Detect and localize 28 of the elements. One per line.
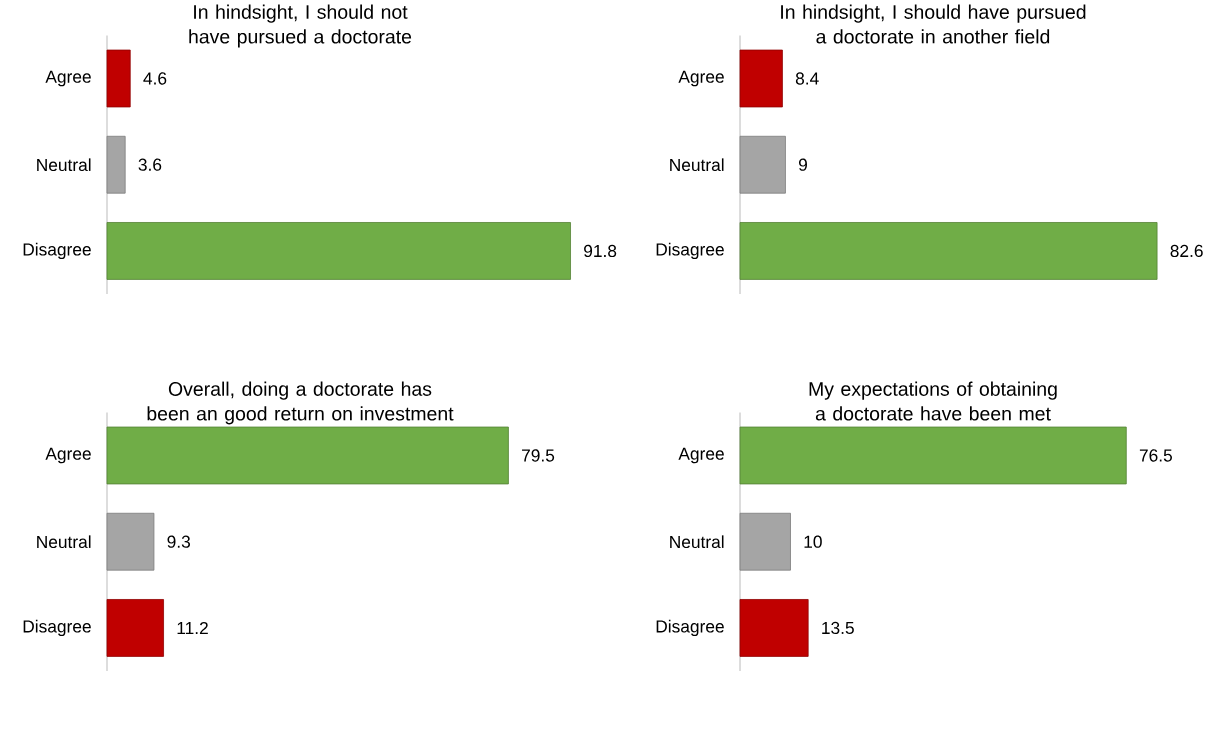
y-tick-label: Agree bbox=[45, 70, 91, 87]
data-label: 13.5 bbox=[822, 621, 854, 635]
y-tick-label: Neutral bbox=[37, 158, 91, 172]
y-tick-label: Agree bbox=[678, 70, 724, 87]
data-label: 10 bbox=[804, 535, 822, 548]
data-label: 8.4 bbox=[795, 72, 819, 85]
y-tick-label: Disagree bbox=[656, 242, 724, 260]
data-label: 76.5 bbox=[1139, 449, 1172, 462]
data-label: 79.5 bbox=[522, 449, 555, 462]
data-label: 82.6 bbox=[1170, 244, 1203, 258]
y-tick-label: Agree bbox=[678, 447, 724, 464]
y-tick-label: Disagree bbox=[23, 242, 91, 260]
chart-title: Overall, doing a doctorate has been an good return on investment bbox=[147, 381, 454, 425]
chart-title: My expectations of obtaining a doctorate have been met bbox=[809, 381, 1057, 421]
y-tick-label: Agree bbox=[45, 447, 91, 464]
y-tick-label: Neutral bbox=[37, 535, 91, 549]
y-tick-label: Disagree bbox=[656, 619, 724, 637]
y-tick-label: Neutral bbox=[670, 535, 724, 549]
data-label: 3.6 bbox=[138, 158, 162, 171]
y-tick-label: Neutral bbox=[670, 158, 724, 172]
data-label: 9.3 bbox=[167, 535, 191, 548]
data-label: 91.8 bbox=[584, 244, 617, 258]
data-label: 11.2 bbox=[177, 621, 208, 634]
chart-title: In hindsight, I should have pursued a doctorate in another field bbox=[781, 4, 1086, 44]
y-tick-label: Disagree bbox=[23, 619, 91, 637]
data-label: 9 bbox=[798, 158, 807, 171]
data-label: 4.6 bbox=[143, 72, 167, 85]
chart-title: In hindsight, I should not have pursued a doctorate bbox=[189, 4, 412, 48]
